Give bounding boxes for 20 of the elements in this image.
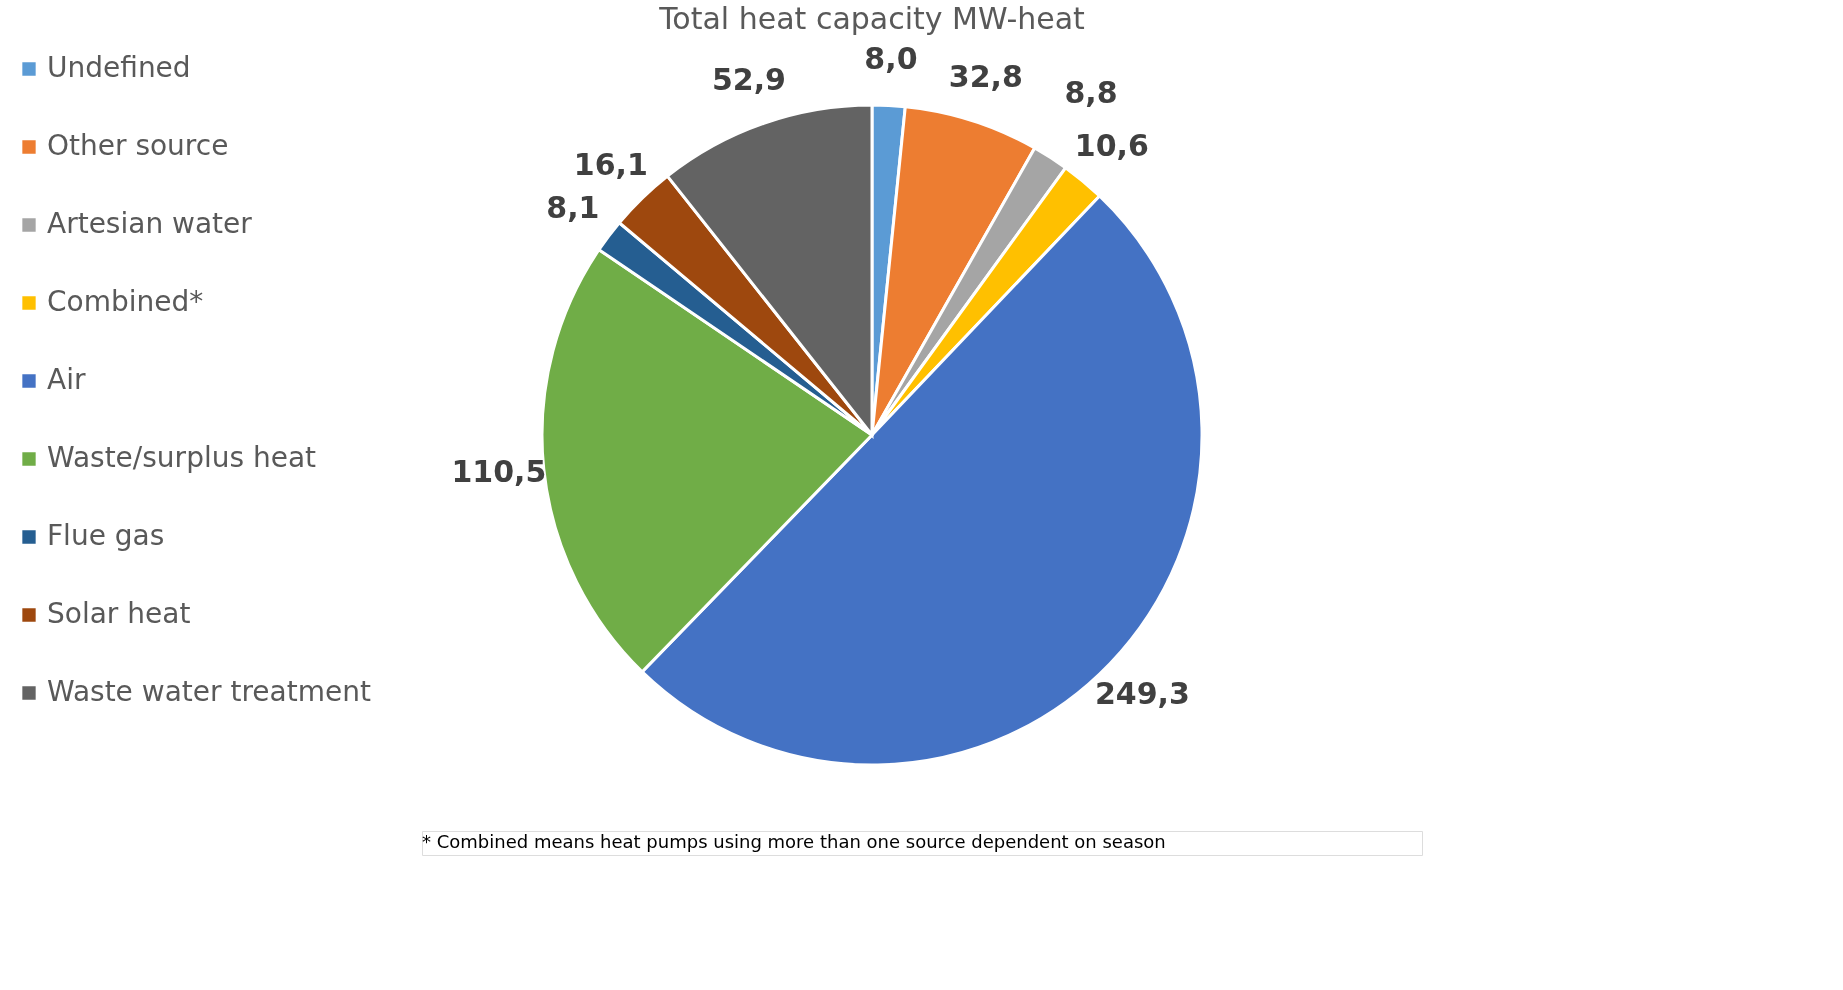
text: * Combined means heat pumps using more than one source dependent on season <box>422 831 1166 852</box>
data-label: 8,0 <box>864 41 918 77</box>
data-label: 8,1 <box>546 189 600 225</box>
data-label: 249,3 <box>1094 675 1190 711</box>
legend-label: Artesian water <box>47 207 253 240</box>
legend-label: Waste/surplus heat <box>47 441 317 474</box>
data-label: 16,1 <box>573 146 648 182</box>
legend-label: Combined* <box>47 285 204 318</box>
data-label: 110,5 <box>451 454 547 490</box>
legend-label: Waste water treatment <box>47 675 371 708</box>
data-label: 32,8 <box>948 58 1023 94</box>
chart-title: Total heat capacity MW-heat <box>658 1 1086 36</box>
data-label: 8,8 <box>1064 75 1118 111</box>
data-label: 52,9 <box>711 61 786 97</box>
legend-label: Solar heat <box>47 597 191 630</box>
legend-label: Undefined <box>47 51 191 84</box>
legend-label: Flue gas <box>47 519 165 552</box>
data-label: 10,6 <box>1074 127 1149 163</box>
legend-label: Air <box>47 363 86 396</box>
legend-label: Other source <box>47 129 229 162</box>
